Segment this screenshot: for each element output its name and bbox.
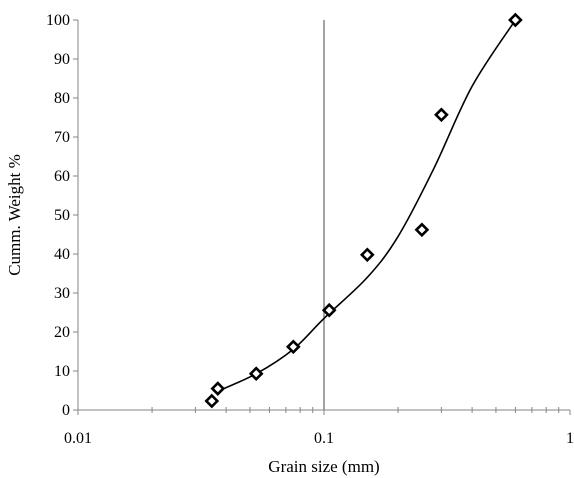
y-tick-label: 70 <box>54 129 70 146</box>
x-tick-label: 1 <box>566 430 574 447</box>
data-point <box>414 222 430 238</box>
y-tick-label: 80 <box>54 90 70 107</box>
data-point <box>285 339 301 355</box>
data-point <box>359 247 375 263</box>
x-axis-tick-labels: 0.01 0.1 1 <box>64 430 574 447</box>
y-axis-title: Cumm. Weight % <box>5 154 24 276</box>
data-point <box>434 107 449 123</box>
y-axis-ticks <box>73 19 78 411</box>
x-tick-label: 0.1 <box>314 430 334 447</box>
x-tick-label: 0.01 <box>64 430 92 447</box>
y-tick-label: 0 <box>62 402 70 419</box>
data-point <box>248 366 264 382</box>
y-tick-label: 40 <box>54 246 70 263</box>
y-axis-tick-labels: 0 10 20 30 40 50 60 70 80 90 100 <box>46 12 70 419</box>
trend-curve <box>214 19 517 394</box>
y-tick-label: 30 <box>54 285 70 302</box>
y-tick-label: 100 <box>46 12 70 29</box>
data-points <box>204 12 523 409</box>
y-tick-label: 50 <box>54 207 70 224</box>
data-point <box>321 302 337 318</box>
y-tick-label: 60 <box>54 168 70 185</box>
y-tick-label: 90 <box>54 51 70 68</box>
y-tick-label: 10 <box>54 363 70 380</box>
data-point <box>210 381 226 396</box>
data-point <box>204 393 220 409</box>
x-axis-title: Grain size (mm) <box>268 457 379 476</box>
data-point <box>508 12 523 28</box>
y-tick-label: 20 <box>54 324 70 341</box>
